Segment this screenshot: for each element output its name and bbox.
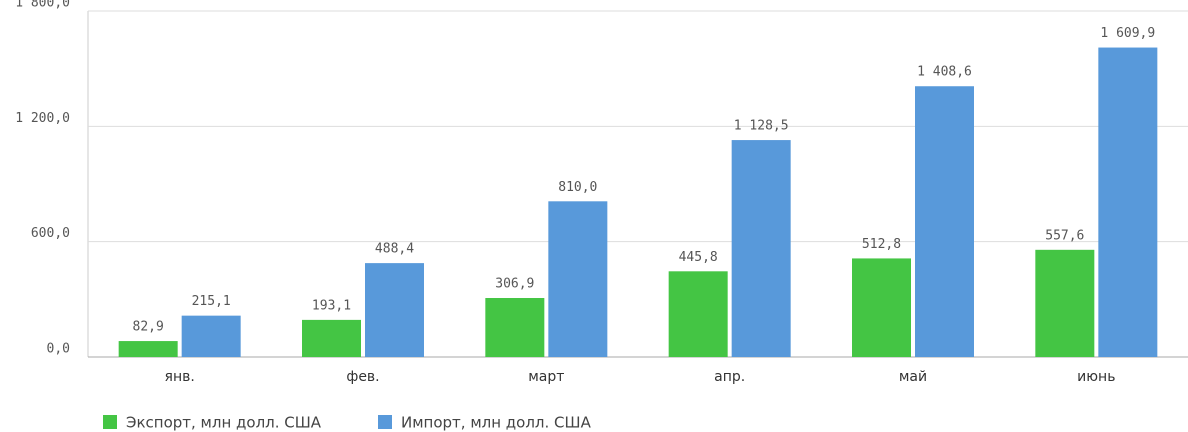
legend-label: Импорт, млн долл. США	[401, 414, 592, 432]
value-label: 1 408,6	[917, 65, 972, 80]
value-label: 512,8	[862, 237, 901, 252]
bar	[668, 271, 728, 357]
value-label: 1 128,5	[734, 119, 789, 134]
value-label: 557,6	[1045, 228, 1084, 243]
bar	[118, 341, 178, 357]
bar	[731, 140, 791, 357]
bar	[1035, 249, 1095, 357]
bar	[181, 315, 241, 357]
legend-swatch	[378, 415, 392, 429]
x-tick-label: май	[899, 369, 927, 385]
value-label: 1 609,9	[1100, 26, 1155, 41]
bar	[1098, 47, 1158, 357]
value-label: 82,9	[133, 320, 164, 335]
legend-label: Экспорт, млн долл. США	[126, 414, 322, 432]
y-tick-label: 1 800,0	[15, 0, 70, 11]
bar	[548, 201, 608, 357]
x-tick-label: июнь	[1077, 369, 1115, 385]
y-tick-label: 0,0	[47, 342, 70, 357]
bar	[302, 319, 361, 357]
x-tick-label: март	[528, 369, 564, 385]
x-tick-label: фев.	[346, 369, 379, 385]
bar	[852, 258, 911, 357]
value-label: 193,1	[312, 298, 351, 313]
value-label: 810,0	[558, 180, 597, 195]
x-tick-label: апр.	[714, 369, 745, 385]
bar	[485, 298, 545, 357]
legend-swatch	[103, 415, 117, 429]
bar	[915, 86, 974, 357]
value-label: 445,8	[679, 250, 718, 265]
x-tick-label: янв.	[165, 369, 195, 385]
value-label: 488,4	[375, 242, 414, 257]
y-tick-label: 1 200,0	[15, 111, 70, 126]
value-label: 306,9	[495, 277, 534, 292]
y-tick-label: 600,0	[31, 226, 70, 241]
bar	[365, 263, 424, 357]
value-label: 215,1	[192, 294, 231, 309]
